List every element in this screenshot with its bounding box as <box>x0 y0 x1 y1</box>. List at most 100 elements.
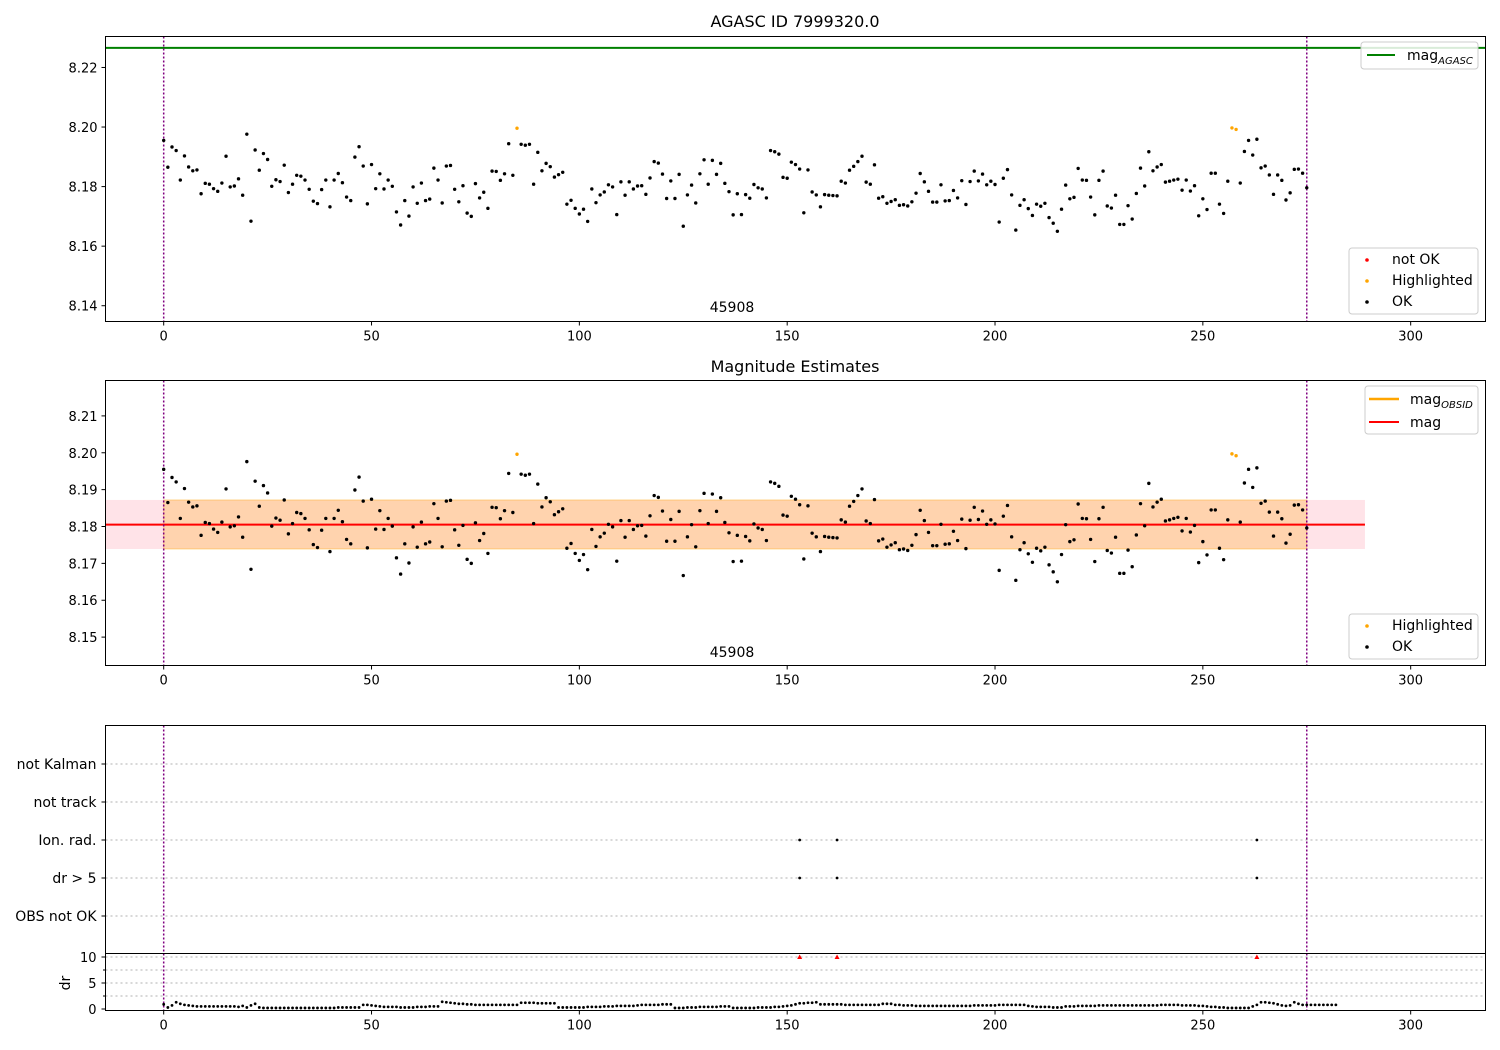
ok-point <box>540 505 544 509</box>
ok-point <box>818 205 823 209</box>
dr-point <box>266 1006 270 1010</box>
ok-point <box>1255 137 1259 141</box>
ok-point <box>864 519 868 523</box>
dr-point <box>195 1005 199 1008</box>
ok-point <box>353 488 357 492</box>
legend-mag-obsid-sublabel: OBSID <box>1441 400 1473 411</box>
ok-point <box>1163 519 1168 523</box>
dr-point <box>1097 1003 1101 1007</box>
dr-point <box>415 1005 419 1009</box>
ok-point <box>727 531 731 535</box>
ok-point <box>307 187 311 191</box>
x-tick-label: 300 <box>1398 330 1423 345</box>
dr-point <box>873 1003 876 1007</box>
ok-point <box>806 168 810 172</box>
ok-point <box>290 182 295 186</box>
dr-point <box>1159 1003 1163 1007</box>
ok-point <box>224 154 228 158</box>
ok-point <box>997 568 1001 573</box>
ok-point <box>1142 524 1147 528</box>
dr-point <box>781 1005 785 1008</box>
ok-point <box>872 497 877 502</box>
dr-point <box>677 1006 681 1010</box>
dr-point <box>162 1002 166 1006</box>
dr-point <box>540 1001 544 1005</box>
dr-point <box>1039 1005 1043 1009</box>
ok-point <box>1196 214 1201 218</box>
ok-point <box>814 535 818 539</box>
ok-point <box>357 475 361 479</box>
dr-point <box>889 1002 893 1006</box>
dr-point <box>1105 1003 1109 1007</box>
flag-label: dr > 5 <box>52 871 96 887</box>
ok-point <box>760 527 764 532</box>
ok-point <box>760 187 764 191</box>
dr-point <box>386 1005 390 1009</box>
ok-point <box>885 201 889 205</box>
dr-point <box>615 1004 619 1008</box>
ok-point <box>552 175 557 179</box>
ok-point <box>1255 466 1259 470</box>
ok-point <box>610 185 615 189</box>
flag-point <box>798 838 802 842</box>
dr-point <box>262 1006 265 1010</box>
dr-point <box>553 1001 556 1005</box>
ok-point <box>1305 186 1309 190</box>
dr-point <box>993 1003 997 1007</box>
ok-point <box>203 520 207 525</box>
ok-point <box>216 530 220 535</box>
ok-point <box>419 181 424 185</box>
ok-point <box>1084 178 1089 183</box>
ok-point <box>610 525 615 529</box>
ok-point <box>1026 552 1030 556</box>
dr-point <box>981 1003 984 1007</box>
dr-point <box>428 1005 432 1008</box>
ok-point <box>847 504 852 508</box>
ok-point <box>1130 217 1134 221</box>
panel-2-x-axis: 0 50 100 150 200 250 300 <box>160 665 1423 689</box>
dr-point <box>170 1003 174 1007</box>
dr-point <box>1218 1006 1221 1009</box>
dr-point <box>586 1005 590 1009</box>
ok-point <box>220 181 224 185</box>
ok-point <box>810 190 814 194</box>
dr-point <box>939 1004 943 1008</box>
ok-point <box>669 179 673 183</box>
svg-text:magAGASC: magAGASC <box>1407 48 1473 67</box>
ok-point <box>652 159 656 164</box>
ok-point <box>161 138 166 143</box>
ok-point <box>893 541 897 545</box>
ok-point <box>648 514 652 518</box>
ok-point <box>319 187 324 192</box>
highlighted-point <box>515 126 519 130</box>
dr-point <box>989 1003 993 1007</box>
ok-point <box>714 172 719 177</box>
ok-point <box>461 184 465 188</box>
dr-point <box>744 1006 748 1010</box>
panel-1-frame <box>105 36 1486 322</box>
dr-point <box>652 1003 656 1007</box>
dr-point <box>673 1006 677 1010</box>
ok-point <box>1159 497 1163 501</box>
ok-point <box>436 516 440 521</box>
ok-point <box>935 200 939 204</box>
dr-point <box>893 1003 897 1007</box>
ok-point <box>357 144 361 149</box>
ok-point <box>1217 546 1222 550</box>
dr-point <box>336 1006 340 1009</box>
ok-point <box>735 533 740 538</box>
dr-point <box>257 1006 261 1009</box>
dr-point <box>532 1001 536 1005</box>
ok-point <box>810 531 814 535</box>
dr-point <box>228 1005 232 1008</box>
ok-point <box>585 567 590 572</box>
ok-point <box>1001 514 1006 518</box>
flag-point <box>835 838 839 842</box>
x-tick-label: 100 <box>567 330 592 345</box>
dr-point <box>1309 1003 1313 1007</box>
ok-point <box>1080 516 1085 521</box>
y-tick-label: 8.16 <box>69 594 98 609</box>
ok-point <box>1109 551 1114 555</box>
ok-point <box>1005 503 1010 508</box>
dr-point <box>1280 1003 1284 1007</box>
